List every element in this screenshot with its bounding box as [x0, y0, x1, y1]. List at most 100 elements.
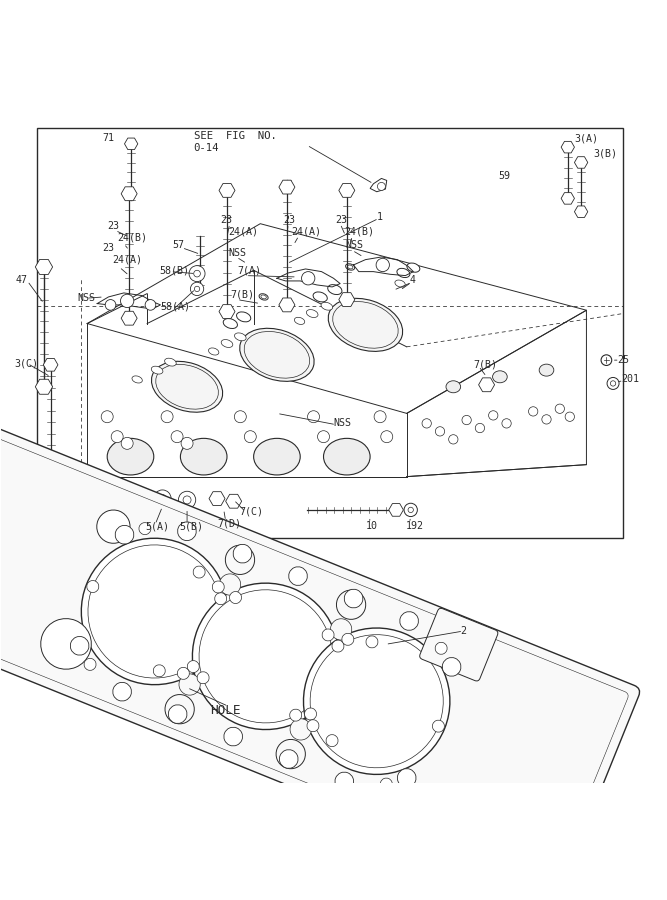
- Text: 24(B): 24(B): [344, 227, 374, 237]
- Ellipse shape: [221, 339, 233, 347]
- Ellipse shape: [321, 302, 333, 310]
- Circle shape: [408, 508, 414, 513]
- Circle shape: [305, 708, 317, 720]
- Circle shape: [229, 591, 241, 604]
- Circle shape: [290, 719, 311, 740]
- Circle shape: [528, 407, 538, 416]
- Circle shape: [376, 258, 390, 272]
- Circle shape: [233, 544, 252, 563]
- Polygon shape: [279, 180, 295, 194]
- Circle shape: [322, 629, 334, 641]
- Ellipse shape: [253, 438, 300, 475]
- Circle shape: [432, 720, 444, 732]
- Circle shape: [212, 581, 224, 593]
- Polygon shape: [35, 259, 53, 274]
- Circle shape: [332, 640, 344, 652]
- Circle shape: [215, 593, 227, 605]
- Circle shape: [225, 545, 255, 574]
- Circle shape: [366, 636, 378, 648]
- Ellipse shape: [151, 366, 163, 374]
- Text: 58(B): 58(B): [159, 266, 189, 275]
- Circle shape: [476, 423, 485, 433]
- Circle shape: [289, 567, 307, 585]
- Circle shape: [330, 619, 352, 640]
- Circle shape: [81, 538, 227, 685]
- Polygon shape: [561, 193, 574, 204]
- Circle shape: [159, 495, 167, 502]
- Circle shape: [192, 583, 339, 730]
- Text: NSS: NSS: [334, 418, 352, 428]
- Circle shape: [317, 431, 329, 443]
- Circle shape: [179, 674, 200, 695]
- Text: 59: 59: [498, 171, 510, 181]
- Ellipse shape: [151, 361, 223, 412]
- Circle shape: [400, 612, 418, 630]
- Text: 201: 201: [621, 374, 639, 384]
- Text: 3(C): 3(C): [14, 358, 38, 368]
- Circle shape: [442, 658, 461, 676]
- Ellipse shape: [294, 318, 305, 324]
- Circle shape: [154, 490, 171, 508]
- Circle shape: [178, 491, 195, 508]
- Text: 0-14: 0-14: [193, 143, 219, 154]
- Circle shape: [462, 416, 472, 425]
- Circle shape: [88, 544, 221, 678]
- Circle shape: [307, 720, 319, 732]
- Circle shape: [310, 634, 444, 768]
- Ellipse shape: [306, 310, 318, 318]
- Circle shape: [422, 418, 432, 428]
- Circle shape: [101, 410, 113, 423]
- Ellipse shape: [239, 328, 314, 382]
- Text: 2: 2: [460, 626, 466, 636]
- Text: 24(B): 24(B): [117, 232, 147, 242]
- Text: 58(A): 58(A): [161, 302, 191, 312]
- Text: NSS: NSS: [346, 240, 364, 250]
- Polygon shape: [574, 206, 588, 218]
- Circle shape: [502, 418, 511, 428]
- Text: 24(A): 24(A): [228, 227, 258, 237]
- Polygon shape: [370, 178, 387, 192]
- Ellipse shape: [107, 438, 154, 475]
- Circle shape: [234, 410, 246, 423]
- Text: 7(D): 7(D): [217, 518, 241, 528]
- Ellipse shape: [346, 264, 355, 270]
- Polygon shape: [43, 473, 58, 486]
- Text: NSS: NSS: [228, 248, 246, 258]
- Text: 5(A): 5(A): [146, 521, 170, 532]
- Circle shape: [183, 496, 191, 504]
- Polygon shape: [339, 184, 355, 197]
- Text: 23: 23: [107, 221, 119, 231]
- Circle shape: [161, 410, 173, 423]
- FancyBboxPatch shape: [420, 608, 498, 681]
- Text: 71: 71: [102, 133, 114, 143]
- Ellipse shape: [235, 333, 246, 341]
- Circle shape: [436, 427, 445, 436]
- Circle shape: [404, 503, 418, 517]
- Text: 23: 23: [103, 243, 115, 253]
- Circle shape: [177, 668, 189, 680]
- Circle shape: [84, 659, 96, 670]
- Text: HOLE: HOLE: [210, 705, 241, 717]
- Circle shape: [244, 431, 256, 443]
- Bar: [37, 128, 623, 538]
- Polygon shape: [479, 378, 494, 392]
- Polygon shape: [561, 141, 574, 153]
- Circle shape: [87, 580, 99, 592]
- Circle shape: [279, 750, 298, 769]
- Ellipse shape: [327, 284, 342, 294]
- Text: 7(A): 7(A): [237, 266, 261, 275]
- Text: 25: 25: [617, 356, 629, 365]
- Circle shape: [121, 294, 134, 308]
- Circle shape: [197, 671, 209, 684]
- Circle shape: [610, 381, 616, 386]
- Circle shape: [177, 522, 196, 541]
- Circle shape: [335, 772, 354, 791]
- Ellipse shape: [237, 312, 251, 322]
- Text: SEE  FIG  NO.: SEE FIG NO.: [193, 130, 277, 140]
- Ellipse shape: [244, 331, 309, 378]
- Ellipse shape: [132, 376, 142, 383]
- Ellipse shape: [395, 280, 406, 287]
- Ellipse shape: [539, 364, 554, 376]
- Circle shape: [70, 636, 89, 655]
- Circle shape: [121, 437, 133, 449]
